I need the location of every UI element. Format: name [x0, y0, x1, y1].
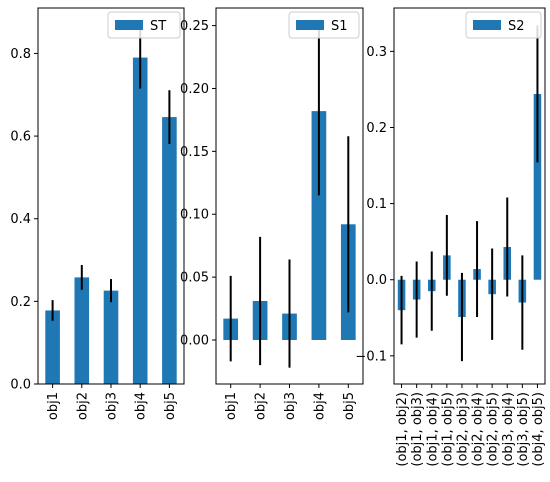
- bar-s1-4: [311, 111, 327, 340]
- x-tick-label: (obj2, obj3): [455, 392, 470, 467]
- y-tick-label: 0.10: [180, 208, 209, 223]
- x-tick-label: (obj3, obj5): [516, 392, 531, 467]
- legend-box: [107, 11, 181, 39]
- bar-st-2: [74, 277, 90, 384]
- bar-st-3: [103, 290, 119, 384]
- y-tick-label: 0.05: [180, 271, 209, 286]
- legend-box: [465, 11, 542, 39]
- x-tick-label: (obj2, obj5): [486, 392, 501, 467]
- x-tick-label: obj2: [254, 392, 269, 420]
- x-tick-label: (obj3, obj4): [501, 392, 516, 467]
- x-tick-label: obj3: [283, 392, 298, 420]
- x-tick-label: obj5: [342, 392, 357, 420]
- s2-panel: −0.1 0.0 0.1 0.2 0.3 (obj1, obj2) (obj1, obj3)…: [355, 7, 546, 467]
- y-tick-label: 0.8: [10, 47, 31, 62]
- s1-panel: 0.00 0.05 0.10 0.15 0.20 0.25 obj1 obj2 obj3 obj4…: [180, 7, 364, 420]
- y-tick-label: 0.20: [180, 82, 209, 97]
- legend-swatch: [296, 20, 324, 30]
- x-tick-label: (obj1, obj5): [440, 392, 455, 467]
- x-tick-label: (obj2, obj4): [471, 392, 486, 467]
- bar-st-1: [45, 310, 60, 384]
- y-tick-label: 0.0: [366, 273, 387, 288]
- st-panel: 0.0 0.2 0.4 0.6 0.8 obj1 obj2 obj3 obj4 obj5 ST: [10, 7, 185, 420]
- x-tick-label: (obj1, obj2): [395, 392, 410, 467]
- y-tick-label: 0.4: [10, 212, 31, 227]
- y-tick-label: 0.6: [10, 130, 31, 145]
- x-tick-label: obj4: [312, 392, 327, 420]
- y-tick-label: 0.2: [10, 295, 31, 310]
- x-tick-label: obj2: [75, 392, 90, 420]
- y-tick-label: 0.2: [366, 121, 387, 136]
- bar-st-5: [162, 117, 177, 384]
- y-tick-label: 0.3: [366, 45, 387, 60]
- y-tick-label: 0.15: [180, 145, 209, 160]
- y-tick-label: 0.25: [180, 19, 209, 34]
- x-tick-label: obj5: [163, 392, 178, 420]
- bar-st-4: [132, 57, 148, 384]
- x-tick-label: obj3: [105, 392, 120, 420]
- y-tick-label: 0.00: [180, 333, 209, 348]
- legend-swatch: [115, 20, 143, 30]
- x-tick-label: obj1: [224, 392, 239, 420]
- legend-label: S1: [331, 19, 348, 34]
- axes-frame: [393, 7, 546, 385]
- legend-label: S2: [508, 19, 525, 34]
- legend-label: ST: [150, 19, 166, 34]
- x-tick-label: obj4: [134, 392, 149, 420]
- bar-s2-10: [533, 94, 542, 280]
- x-tick-label: (obj4, obj5): [531, 392, 546, 467]
- x-tick-label: (obj1, obj3): [410, 392, 425, 467]
- legend-swatch: [473, 20, 501, 30]
- y-tick-label: 0.0: [10, 378, 31, 393]
- x-tick-label: obj1: [46, 392, 61, 420]
- x-tick-label: (obj1, obj4): [425, 392, 440, 467]
- y-tick-label: −0.1: [355, 349, 387, 364]
- y-tick-label: 0.1: [366, 197, 387, 212]
